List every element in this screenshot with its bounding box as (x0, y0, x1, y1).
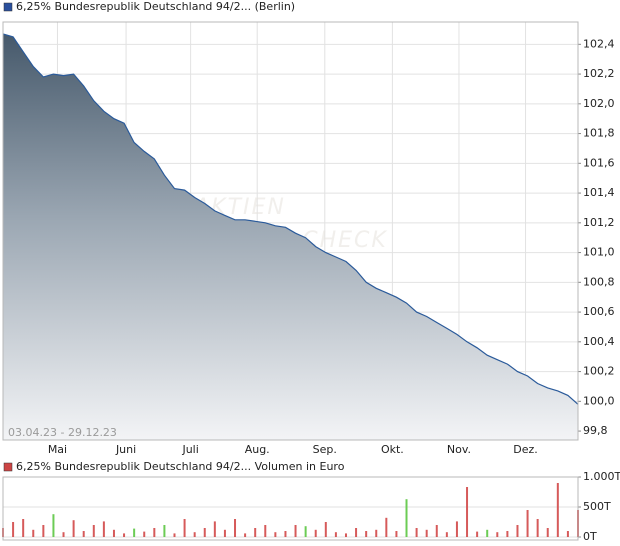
volume-bar (415, 528, 418, 537)
volume-bar (526, 510, 529, 537)
y-tick-label: 100,8 (583, 275, 615, 288)
y-tick-label: 0T (583, 530, 597, 543)
plot-background (2, 476, 579, 541)
volume-bar (344, 533, 347, 537)
volume-bar (405, 499, 408, 537)
legend-swatch (3, 2, 13, 12)
volume-bar (223, 529, 226, 537)
y-tick-label: 102,2 (583, 67, 615, 80)
volume-bar (365, 531, 368, 537)
y-tick-label: 101,0 (583, 246, 615, 259)
volume-bar (82, 531, 85, 537)
volume-bar (294, 525, 297, 537)
volume-bar (334, 532, 337, 537)
x-tick-label: Nov. (447, 443, 471, 456)
x-tick-label: Dez. (513, 443, 538, 456)
legend-label: 6,25% Bundesrepublik Deutschland 94/2...… (16, 460, 345, 473)
y-tick-label: 102,4 (583, 37, 615, 50)
y-tick-label: 500T (583, 500, 611, 513)
volume-bar (264, 525, 267, 537)
x-tick-label: Okt. (381, 443, 404, 456)
volume-bar (496, 532, 499, 537)
volume-bar (102, 521, 105, 537)
y-tick-label: 101,6 (583, 156, 615, 169)
legend-swatch (3, 462, 13, 472)
x-tick-label: Sep. (313, 443, 337, 456)
x-tick-label: Aug. (245, 443, 270, 456)
plot-border (2, 21, 579, 441)
x-tick-label: Juni (115, 443, 136, 456)
volume-bar (193, 532, 196, 537)
volume-bar (92, 525, 95, 537)
volume-bar (22, 519, 25, 537)
volume-bar (244, 533, 247, 537)
volume-bar (506, 531, 509, 537)
volume-bar (324, 522, 327, 537)
volume-bar (435, 525, 438, 537)
volume-bar (213, 521, 216, 537)
volume-bar (163, 525, 166, 537)
y-tick-label: 1.000T (583, 470, 620, 483)
volume-bar (476, 531, 479, 537)
legend-label: 6,25% Bundesrepublik Deutschland 94/2...… (16, 0, 295, 13)
x-tick-label: Juli (181, 443, 198, 456)
y-tick-label: 100,6 (583, 305, 615, 318)
volume-bar (254, 528, 257, 537)
volume-bar (284, 531, 287, 537)
y-tick-label: 102,0 (583, 97, 615, 110)
volume-bar (425, 529, 428, 537)
volume-bar (12, 522, 15, 537)
x-tick-label: Mai (48, 443, 67, 456)
volume-bar (556, 483, 559, 537)
date-range: 03.04.23 - 29.12.23 (8, 426, 117, 439)
volume-bar (516, 525, 519, 537)
volume-bar (466, 487, 469, 537)
volume-bar (32, 529, 35, 537)
y-tick-label: 101,4 (583, 186, 615, 199)
y-tick-label: 100,0 (583, 394, 615, 407)
volume-bar (355, 528, 358, 537)
volume-bar (72, 520, 75, 537)
area (3, 33, 578, 441)
volume-bar (183, 519, 186, 537)
volume-bar (314, 529, 317, 537)
volume-bar (112, 529, 115, 537)
volume-bar (304, 526, 307, 537)
y-tick-label: 100,2 (583, 365, 615, 378)
y-tick-label: 101,8 (583, 127, 615, 140)
price-line (2, 33, 579, 405)
volume-bar (395, 531, 398, 537)
volume-bar (133, 528, 136, 537)
volume-bar (546, 528, 549, 537)
volume-bar (153, 528, 156, 537)
volume-bar (173, 533, 176, 537)
volume-bar (143, 531, 146, 537)
plot-border (2, 476, 579, 541)
volume-bar (445, 532, 448, 537)
volume-bar (62, 532, 65, 537)
volume-bar (566, 531, 569, 537)
volume-bar (375, 529, 378, 537)
volume-bar (455, 521, 458, 537)
volume-bar (486, 529, 489, 537)
volume-bar (536, 519, 539, 537)
volume-bar (42, 525, 45, 537)
volume-bar (274, 532, 277, 537)
y-tick-label: 101,2 (583, 216, 615, 229)
y-tick-label: 100,4 (583, 335, 615, 348)
volume-bar (234, 519, 237, 537)
volume-bar (52, 514, 55, 537)
volume-bar (203, 528, 206, 537)
volume-bar (385, 517, 388, 537)
y-tick-label: 99,8 (583, 424, 608, 437)
volume-bar (123, 533, 126, 537)
